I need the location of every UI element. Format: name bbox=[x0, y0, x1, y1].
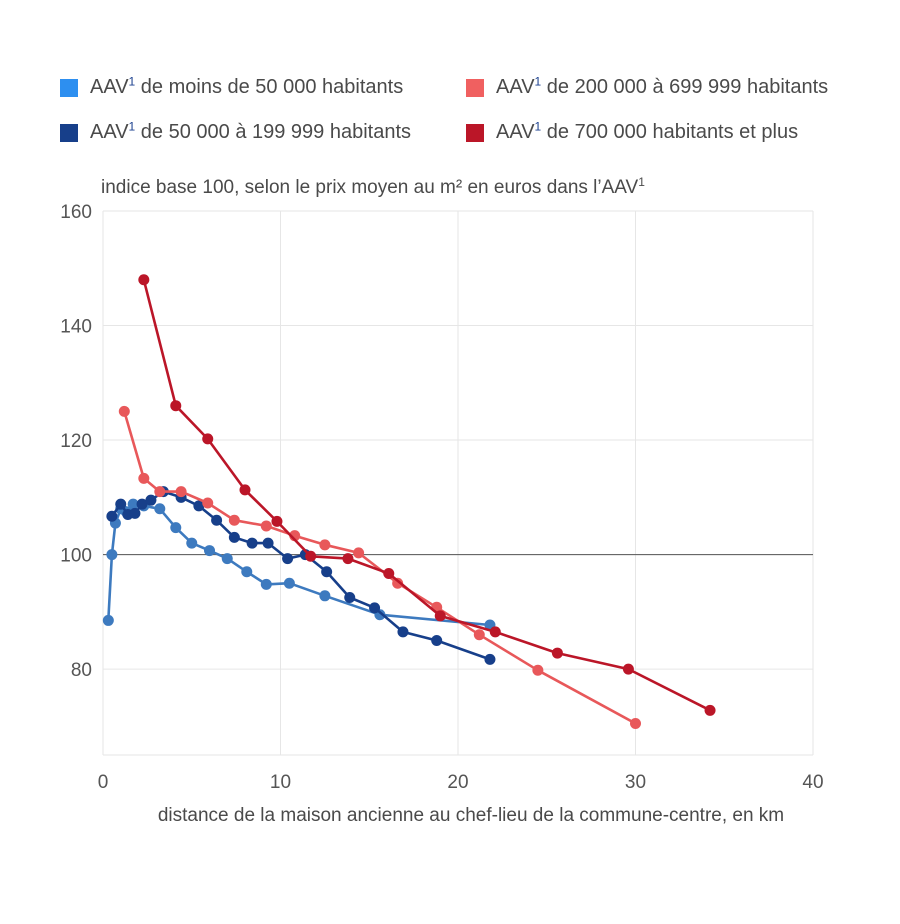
y-tick-label: 140 bbox=[60, 317, 92, 338]
data-point bbox=[136, 498, 148, 510]
data-point bbox=[321, 566, 333, 578]
data-point bbox=[102, 614, 114, 626]
data-point bbox=[704, 704, 716, 716]
y-tick-label: 100 bbox=[60, 546, 92, 567]
data-point bbox=[383, 567, 395, 579]
data-point bbox=[154, 503, 166, 515]
data-point bbox=[283, 577, 295, 589]
data-point bbox=[138, 274, 150, 286]
legend-swatch-large-aav bbox=[466, 78, 484, 97]
legend-item-medium-aav[interactable]: AAV1 de 50 000 à 199 999 habitants bbox=[60, 119, 412, 144]
series-line bbox=[110, 490, 491, 661]
data-point bbox=[241, 566, 253, 578]
series-medium-aav bbox=[106, 486, 496, 665]
legend-swatch-small-aav bbox=[60, 78, 78, 97]
data-point bbox=[127, 498, 139, 510]
legend-label: AAV1 de 50 000 à 199 999 habitants bbox=[90, 119, 412, 143]
x-tick-label: 30 bbox=[625, 772, 646, 793]
series-xlarge-aav bbox=[138, 274, 716, 716]
data-point bbox=[170, 522, 182, 534]
data-point bbox=[138, 472, 150, 484]
legend-item-small-aav[interactable]: AAV1 de moins de 50 000 habitants bbox=[60, 74, 404, 99]
data-point bbox=[228, 514, 240, 526]
data-point bbox=[271, 515, 283, 527]
data-point bbox=[170, 400, 182, 412]
series-large-aav bbox=[118, 405, 641, 730]
data-point bbox=[622, 663, 634, 675]
data-point bbox=[532, 664, 544, 676]
grid bbox=[102, 210, 814, 756]
data-point bbox=[369, 602, 381, 614]
data-point bbox=[186, 537, 198, 549]
legend-label: AAV1 de 200 000 à 699 999 habitants bbox=[496, 74, 829, 98]
data-point bbox=[193, 500, 205, 512]
data-point bbox=[106, 549, 118, 561]
data-point bbox=[211, 514, 223, 526]
data-point bbox=[392, 577, 404, 589]
x-axis-title: distance de la maison ancienne au chef-l… bbox=[158, 805, 784, 826]
x-tick-label: 40 bbox=[802, 772, 823, 793]
y-tick-label: 120 bbox=[60, 431, 92, 452]
data-point bbox=[118, 405, 130, 417]
data-point bbox=[129, 507, 141, 519]
legend-swatch-xlarge-aav bbox=[466, 123, 484, 142]
data-point bbox=[282, 553, 294, 565]
y-tick-label: 80 bbox=[71, 660, 92, 681]
data-point bbox=[145, 494, 157, 506]
x-tick-label: 20 bbox=[447, 772, 468, 793]
data-point bbox=[260, 578, 272, 590]
data-point bbox=[397, 626, 409, 638]
data-point bbox=[431, 634, 443, 646]
y-axis-title: indice base 100, selon le prix moyen au … bbox=[101, 175, 645, 198]
data-point bbox=[202, 433, 214, 445]
data-point bbox=[473, 629, 485, 641]
data-point bbox=[106, 510, 118, 522]
data-point bbox=[344, 592, 356, 604]
data-point bbox=[202, 497, 214, 509]
series-line bbox=[142, 279, 711, 712]
legend-item-xlarge-aav[interactable]: AAV1 de 700 000 habitants et plus bbox=[466, 119, 799, 144]
data-point bbox=[260, 520, 272, 532]
legend-swatch-medium-aav bbox=[60, 123, 78, 142]
data-point bbox=[342, 553, 354, 565]
data-point bbox=[630, 718, 641, 730]
data-point bbox=[484, 653, 496, 665]
data-point bbox=[319, 539, 331, 551]
legend-label: AAV1 de 700 000 habitants et plus bbox=[496, 119, 799, 143]
data-point bbox=[319, 590, 331, 602]
data-point bbox=[246, 537, 258, 549]
series-line bbox=[123, 411, 637, 725]
y-tick-label: 160 bbox=[60, 202, 92, 223]
data-point bbox=[204, 545, 215, 557]
data-point bbox=[305, 550, 317, 562]
x-tick-label: 0 bbox=[98, 772, 109, 793]
data-point bbox=[239, 484, 251, 496]
data-point bbox=[489, 626, 501, 638]
data-point bbox=[262, 537, 274, 549]
data-point bbox=[175, 486, 187, 498]
data-point bbox=[434, 610, 446, 622]
data-point bbox=[551, 647, 563, 659]
data-point bbox=[154, 486, 166, 498]
data-point bbox=[228, 531, 240, 543]
axis-ticks: 0 10 20 30 40 80 100 120 140 160 bbox=[60, 202, 823, 793]
legend-label: AAV1 de moins de 50 000 habitants bbox=[90, 74, 404, 98]
x-tick-label: 10 bbox=[270, 772, 291, 793]
data-point bbox=[353, 547, 365, 559]
series-group bbox=[102, 274, 716, 730]
legend-item-large-aav[interactable]: AAV1 de 200 000 à 699 999 habitants bbox=[466, 74, 829, 99]
data-point bbox=[115, 498, 127, 510]
data-point bbox=[221, 553, 233, 565]
